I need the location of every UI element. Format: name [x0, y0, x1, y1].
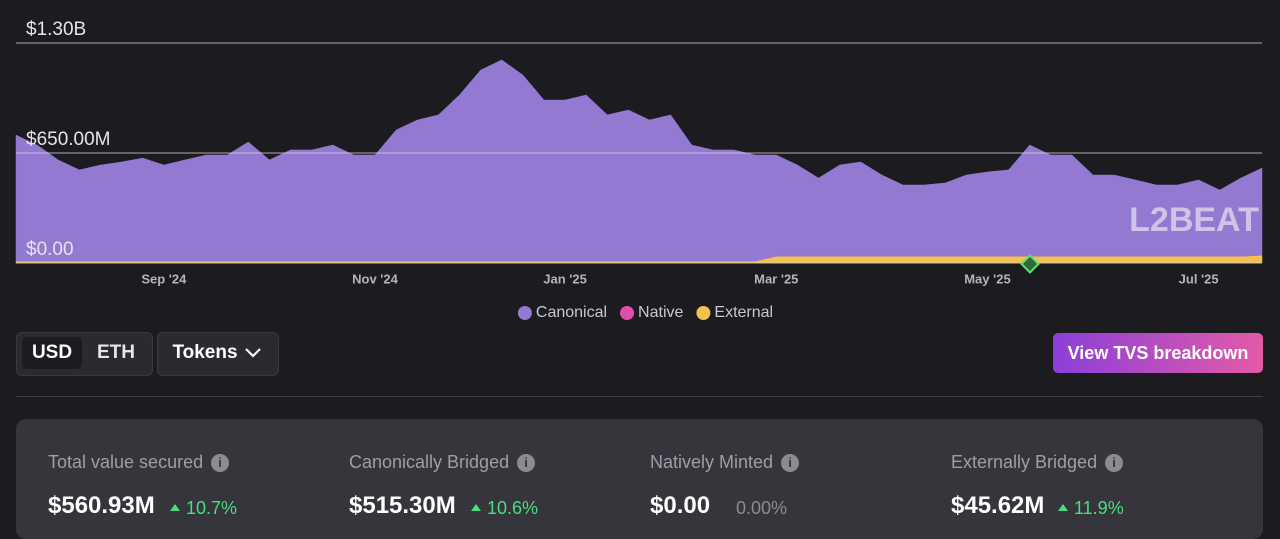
change-text: 10.7%	[186, 498, 238, 518]
legend-item: External	[696, 304, 773, 321]
x-tick-label: Sep '24	[141, 271, 187, 286]
x-tick-label: Mar '25	[754, 271, 798, 286]
info-icon[interactable]: i	[517, 454, 536, 472]
stat-change: 10.7%	[170, 498, 237, 519]
legend-label: Native	[638, 304, 683, 321]
stat-label-text: Externally Bridged	[951, 452, 1098, 472]
stat-label-text: Total value secured	[48, 452, 204, 472]
chevron-icon	[245, 348, 261, 358]
stat-label: Natively Minted i	[650, 452, 800, 473]
hover-marker	[1020, 254, 1040, 274]
view-breakdown-button[interactable]: View TVS breakdown	[1053, 333, 1263, 373]
divider	[16, 396, 1263, 397]
stat-label: Total value secured i	[48, 452, 230, 473]
up-arrow	[170, 504, 180, 511]
stats-panel	[16, 419, 1263, 539]
stat-label: Externally Bridged i	[951, 452, 1124, 473]
x-tick-label: Jan '25	[543, 271, 587, 286]
legend-swatch	[620, 306, 635, 320]
legend-swatch	[696, 306, 711, 320]
info-icon[interactable]: i	[781, 454, 800, 472]
plot-area	[15, 59, 1263, 264]
legend: Canonical Native External	[517, 304, 773, 321]
eth-button[interactable]: ETH	[97, 342, 135, 363]
legend-item: Native	[620, 304, 684, 321]
legend-item: Canonical	[517, 304, 607, 321]
stat-label-text: Canonically Bridged	[349, 452, 510, 472]
stat-change: 10.6%	[471, 498, 538, 519]
usd-button[interactable]: USD	[22, 337, 82, 369]
change-text: 10.6%	[487, 498, 539, 518]
y-tick-label: $0.00	[26, 239, 74, 260]
tokens-dropdown-box	[157, 332, 279, 376]
stat-value: $560.93M	[48, 492, 155, 519]
info-icon[interactable]: i	[211, 454, 230, 472]
tvs-chart: $0.00 $650.00M $1.30B Sep '24 Nov '24 Jan '25…	[15, 19, 1263, 321]
legend-label: Canonical	[536, 304, 607, 321]
y-tick-label: $1.30B	[26, 19, 86, 40]
page: $0.00 $650.00M $1.30B Sep '24 Nov '24 Jan '25…	[15, 19, 1263, 539]
watermark: L2BEAT	[1129, 201, 1259, 239]
stat-change: 0.00%	[736, 498, 787, 519]
up-arrow	[1058, 504, 1068, 511]
x-tick-label: May '25	[964, 271, 1010, 286]
stat-label-text: Natively Minted	[650, 452, 774, 472]
tokens-dropdown[interactable]: Tokens	[172, 342, 238, 363]
legend-swatch	[517, 306, 532, 320]
stat-change: 11.9%	[1058, 498, 1124, 519]
stat-value: $0.00	[650, 492, 711, 519]
stat-label: Canonically Bridged i	[349, 452, 536, 473]
x-tick-label: Jul '25	[1179, 271, 1219, 286]
stat-value: $515.30M	[349, 492, 456, 519]
x-tick-label: Nov '24	[352, 271, 398, 286]
legend-label: External	[714, 304, 773, 321]
change-text: 11.9%	[1074, 498, 1124, 518]
up-arrow	[471, 504, 481, 511]
y-tick-label: $650.00M	[26, 129, 111, 150]
stat-value: $45.62M	[951, 492, 1045, 519]
info-icon[interactable]: i	[1105, 454, 1124, 472]
area-series	[15, 59, 1263, 262]
change-text: 0.00%	[736, 498, 788, 518]
